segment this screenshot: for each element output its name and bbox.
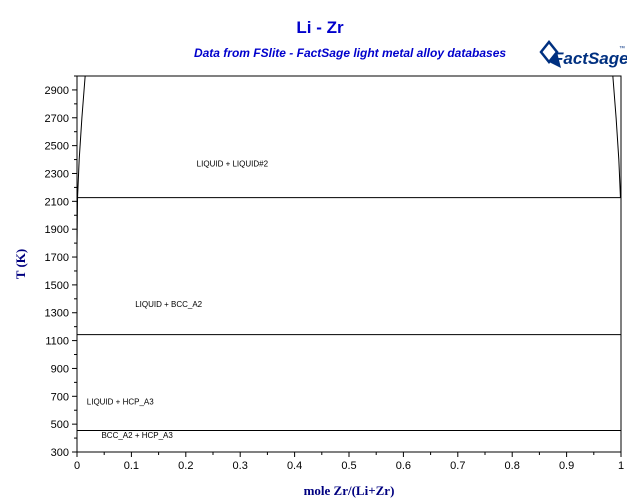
y-tick-label: 2100 [45, 196, 69, 208]
phase-region-label: LIQUID + LIQUID#2 [197, 160, 269, 169]
y-tick-label: 1300 [45, 308, 69, 320]
chart-subtitle: Data from FSlite - FactSage light metal … [193, 46, 507, 60]
phase-boundary-curve [76, 75, 86, 246]
phase-region-labels: LIQUID + LIQUID#2 LIQUID + BCC_A2 LIQUID +… [87, 160, 269, 441]
x-tick-label: 0.8 [505, 460, 520, 472]
phase-boundaries [76, 75, 621, 246]
chart-title: Li - Zr [296, 18, 344, 37]
phase-boundary-curve [612, 75, 621, 198]
x-tick-label: 1 [618, 460, 624, 472]
y-tick-label: 500 [51, 419, 69, 431]
factsage-logo-text: FactSage [553, 49, 627, 68]
y-tick-label: 300 [51, 447, 69, 459]
x-tick-label: 0.3 [233, 460, 248, 472]
y-tick-label: 1700 [45, 252, 69, 264]
y-tick-label: 900 [51, 363, 69, 375]
phase-region-label: BCC_A2 + HCP_A3 [101, 431, 173, 440]
factsage-logo: FactSage ™ [539, 39, 627, 68]
x-tick-label: 0.5 [341, 460, 356, 472]
y-tick-label: 1900 [45, 224, 69, 236]
factsage-logo-icon [539, 39, 561, 68]
y-tick-label: 1500 [45, 280, 69, 292]
factsage-logo-trademark: ™ [619, 45, 625, 52]
y-tick-label: 2500 [45, 141, 69, 153]
x-tick-label: 0.9 [559, 460, 574, 472]
x-tick-label: 0.1 [124, 460, 139, 472]
x-axis-label: mole Zr/(Li+Zr) [304, 483, 395, 498]
x-tick-label: 0.2 [178, 460, 193, 472]
x-tick-label: 0.6 [396, 460, 411, 472]
plot-frame [76, 75, 622, 453]
y-axis: 300 500 700 900 1100 1300 1500 1700 1900 2100 2300… [45, 75, 77, 459]
y-axis-label: T (K) [13, 249, 28, 279]
x-axis: 0 0.1 0.2 0.3 0.4 0.5 0.6 0.7 0.8 0.9 1 [74, 452, 624, 472]
y-tick-label: 2700 [45, 113, 69, 125]
x-tick-label: 0.7 [450, 460, 465, 472]
phase-region-label: LIQUID + BCC_A2 [135, 300, 202, 309]
x-tick-label: 0 [74, 460, 80, 472]
y-tick-label: 700 [51, 391, 69, 403]
y-tick-label: 1100 [45, 336, 69, 348]
x-tick-label: 0.4 [287, 460, 302, 472]
y-tick-label: 2900 [45, 85, 69, 97]
phase-region-label: LIQUID + HCP_A3 [87, 398, 154, 407]
y-tick-label: 2300 [45, 168, 69, 180]
invariant-lines [77, 197, 621, 432]
